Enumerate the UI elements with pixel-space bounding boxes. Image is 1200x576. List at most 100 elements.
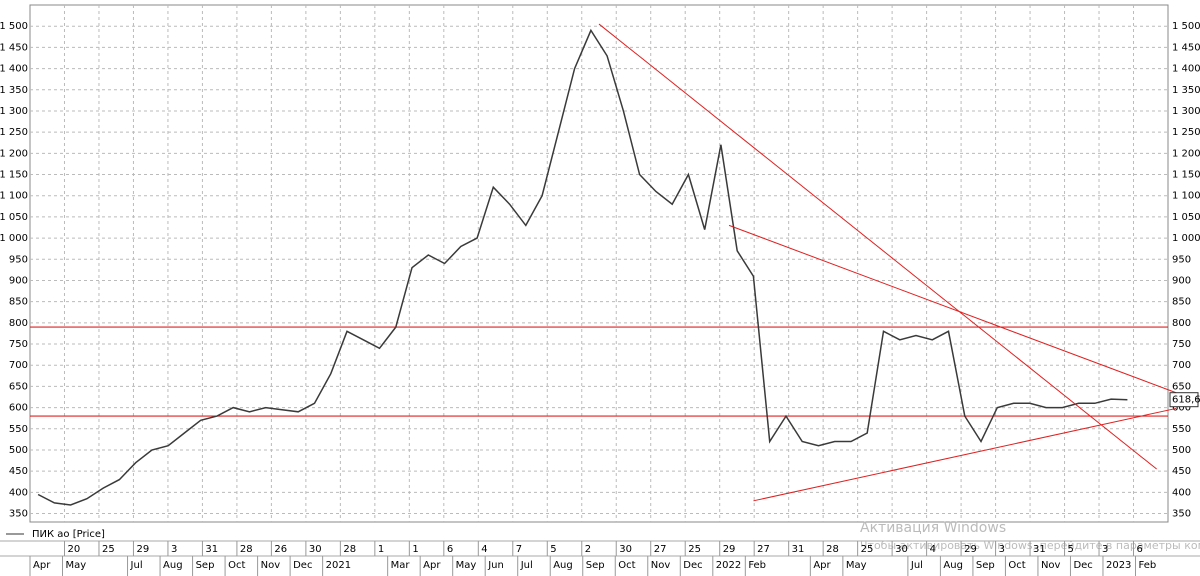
y-tick-label: 1 300 <box>0 106 28 117</box>
y-tick-label: 450 <box>1172 466 1191 477</box>
x-day-label: 3 <box>1102 544 1108 555</box>
x-day-label: 1 <box>378 544 384 555</box>
x-day-label: 5 <box>550 544 556 555</box>
x-month-label: Dec <box>293 560 312 571</box>
x-month-label: 2022 <box>716 560 741 571</box>
x-month-label: Dec <box>683 560 702 571</box>
x-day-label: 1 <box>412 544 418 555</box>
x-month-label: Oct <box>228 560 245 571</box>
x-day-label: 25 <box>688 544 701 555</box>
y-tick-label: 800 <box>9 318 28 329</box>
y-tick-label: 1 400 <box>1172 64 1200 75</box>
x-day-label: 6 <box>447 544 453 555</box>
x-month-label: May <box>846 560 867 571</box>
x-day-label: 4 <box>481 544 487 555</box>
y-tick-label: 850 <box>9 297 28 308</box>
y-tick-label: 500 <box>1172 445 1191 456</box>
x-month-label: Aug <box>943 560 963 571</box>
y-tick-label: 500 <box>9 445 28 456</box>
y-tick-label: 600 <box>1172 403 1191 414</box>
y-tick-label: 1 500 <box>1172 21 1200 32</box>
y-tick-label: 400 <box>1172 487 1191 498</box>
y-tick-label: 550 <box>1172 424 1191 435</box>
y-tick-label: 1 250 <box>1172 127 1200 138</box>
y-tick-label: 950 <box>1172 254 1191 265</box>
x-day-label: 31 <box>205 544 218 555</box>
x-month-label: Jun <box>487 560 504 571</box>
trend-line <box>753 407 1177 502</box>
y-tick-label: 1 200 <box>0 148 28 159</box>
x-day-label: 30 <box>619 544 632 555</box>
y-tick-label: 350 <box>1172 509 1191 520</box>
x-day-label: 28 <box>826 544 839 555</box>
x-month-label: Nov <box>1041 560 1061 571</box>
x-month-label: Aug <box>553 560 573 571</box>
x-day-label: 7 <box>516 544 522 555</box>
x-day-label: 27 <box>757 544 770 555</box>
x-day-label: 29 <box>723 544 736 555</box>
y-tick-label: 1 100 <box>1172 191 1200 202</box>
y-tick-label: 900 <box>9 275 28 286</box>
y-tick-label: 1 050 <box>1172 212 1200 223</box>
y-tick-label: 1 300 <box>1172 106 1200 117</box>
y-tick-label: 1 150 <box>0 170 28 181</box>
x-month-label: Dec <box>1073 560 1092 571</box>
x-month-label: Aug <box>163 560 183 571</box>
trend-line <box>598 23 1157 470</box>
x-month-label: May <box>456 560 477 571</box>
y-tick-label: 1 350 <box>0 85 28 96</box>
x-month-label: Apr <box>813 560 831 571</box>
x-month-label: Oct <box>618 560 635 571</box>
y-tick-label: 1 000 <box>1172 233 1200 244</box>
y-tick-label: 550 <box>9 424 28 435</box>
x-day-label: 28 <box>343 544 356 555</box>
watermark: Активация Windows <box>860 520 1006 536</box>
y-tick-label: 1 450 <box>0 42 28 53</box>
x-day-label: 4 <box>930 544 936 555</box>
x-day-label: 3 <box>999 544 1005 555</box>
x-month-label: Feb <box>748 560 766 571</box>
x-day-label: 3 <box>171 544 177 555</box>
y-tick-label: 800 <box>1172 318 1191 329</box>
y-tick-label: 1 000 <box>0 233 28 244</box>
y-tick-label: 1 200 <box>1172 148 1200 159</box>
x-month-label: 2023 <box>1106 560 1131 571</box>
x-day-label: 30 <box>309 544 322 555</box>
y-tick-label: 750 <box>1172 339 1191 350</box>
x-day-label: 5 <box>1068 544 1074 555</box>
y-tick-label: 1 500 <box>0 21 28 32</box>
x-day-label: 29 <box>136 544 149 555</box>
x-day-label: 30 <box>895 544 908 555</box>
x-day-label: 31 <box>792 544 805 555</box>
y-tick-label: 350 <box>9 509 28 520</box>
x-month-label: Jul <box>130 560 143 571</box>
x-month-label: Nov <box>261 560 281 571</box>
x-month-label: Jul <box>520 560 533 571</box>
x-month-label: Feb <box>1138 560 1156 571</box>
y-tick-label: 450 <box>9 466 28 477</box>
trend-line <box>728 224 1177 394</box>
y-tick-label: 950 <box>9 254 28 265</box>
x-day-label: 2 <box>585 544 591 555</box>
y-tick-label: 900 <box>1172 275 1191 286</box>
x-month-label: Apr <box>33 560 51 571</box>
x-day-label: 25 <box>861 544 874 555</box>
x-month-label: 2021 <box>326 560 351 571</box>
x-month-label: Sep <box>976 560 995 571</box>
y-tick-label: 600 <box>9 403 28 414</box>
last-price-box <box>1169 392 1199 408</box>
x-month-label: Mar <box>391 560 411 571</box>
x-month-label: Jul <box>910 560 923 571</box>
y-tick-label: 1 150 <box>1172 170 1200 181</box>
y-tick-label: 1 050 <box>0 212 28 223</box>
y-tick-label: 750 <box>9 339 28 350</box>
x-month-label: Oct <box>1008 560 1025 571</box>
y-tick-label: 1 100 <box>0 191 28 202</box>
y-tick-label: 1 250 <box>0 127 28 138</box>
x-day-label: 31 <box>1033 544 1046 555</box>
y-tick-label: 1 450 <box>1172 42 1200 53</box>
last-price-label: 618,6 <box>1172 395 1200 406</box>
x-month-label: Apr <box>423 560 441 571</box>
x-day-label: 26 <box>274 544 287 555</box>
